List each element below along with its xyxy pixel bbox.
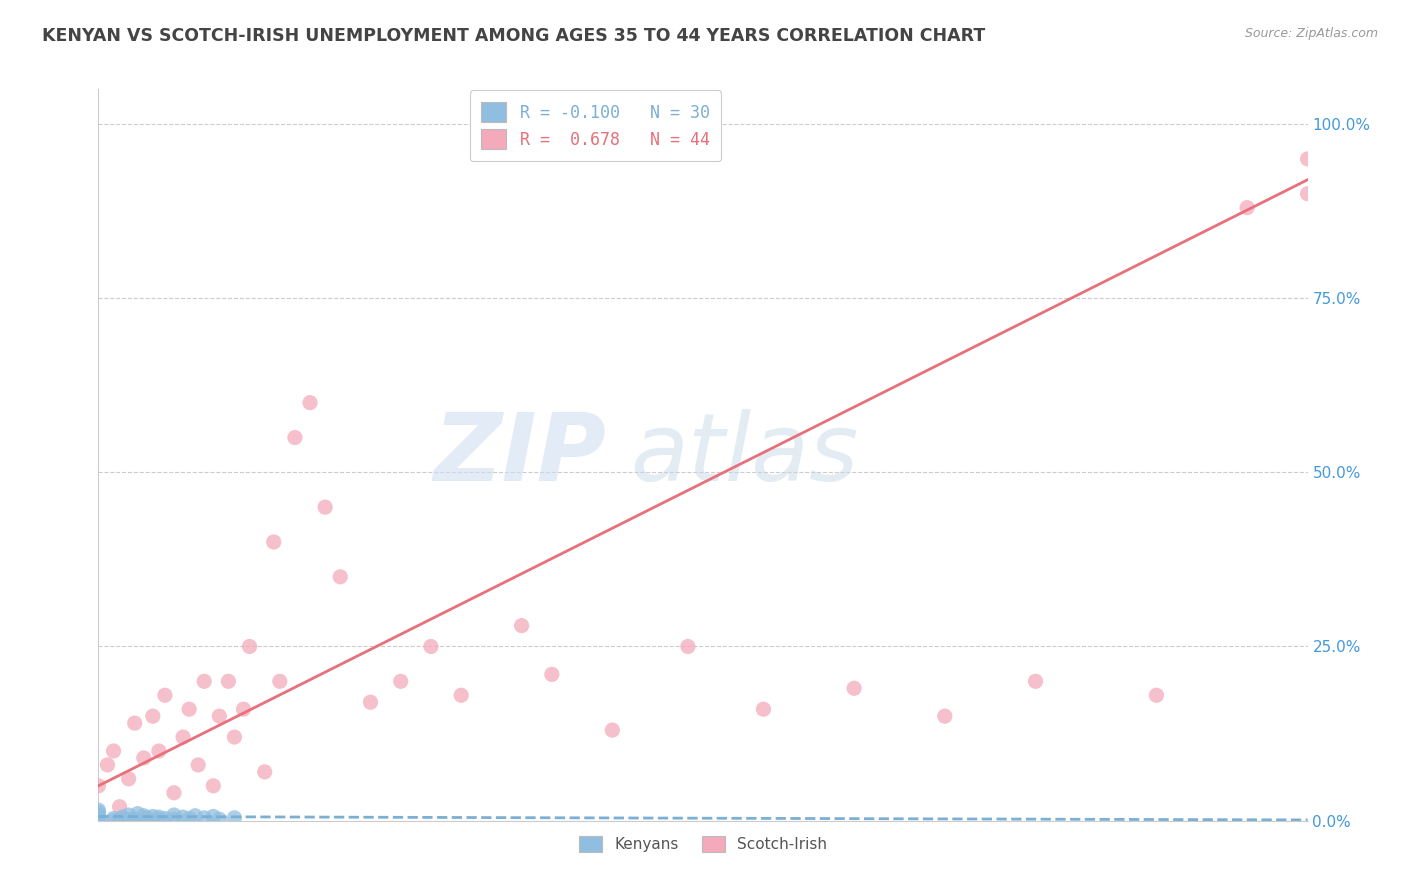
Legend: Kenyans, Scotch-Irish: Kenyans, Scotch-Irish	[567, 824, 839, 864]
Point	[87, 805, 110, 820]
Point	[224, 811, 246, 825]
Point	[163, 808, 186, 822]
Point	[111, 810, 134, 824]
Point	[193, 811, 215, 825]
Point	[202, 779, 225, 793]
Point	[217, 674, 239, 689]
Point	[263, 535, 285, 549]
Point	[172, 810, 194, 824]
Point	[184, 809, 207, 823]
Point	[329, 570, 352, 584]
Point	[118, 772, 141, 786]
Text: ZIP: ZIP	[433, 409, 606, 501]
Point	[187, 758, 209, 772]
Point	[934, 709, 956, 723]
Point	[314, 500, 336, 515]
Point	[148, 813, 170, 827]
Point	[1296, 152, 1319, 166]
Point	[163, 812, 186, 826]
Point	[132, 751, 155, 765]
Point	[132, 809, 155, 823]
Point	[153, 812, 176, 826]
Point	[752, 702, 775, 716]
Point	[132, 812, 155, 826]
Point	[127, 806, 149, 821]
Point	[124, 716, 146, 731]
Point	[87, 810, 110, 824]
Point	[118, 808, 141, 822]
Point	[148, 810, 170, 824]
Point	[172, 730, 194, 744]
Point	[103, 814, 125, 828]
Point	[103, 812, 125, 826]
Text: Source: ZipAtlas.com: Source: ZipAtlas.com	[1244, 27, 1378, 40]
Point	[179, 812, 201, 826]
Point	[1024, 674, 1046, 689]
Point	[540, 667, 562, 681]
Point	[87, 808, 110, 822]
Point	[87, 814, 110, 828]
Point	[1236, 201, 1258, 215]
Point	[87, 803, 110, 817]
Point	[118, 813, 141, 827]
Point	[179, 702, 201, 716]
Point	[299, 395, 322, 409]
Point	[108, 799, 131, 814]
Point	[676, 640, 699, 654]
Point	[135, 811, 157, 825]
Point	[420, 640, 443, 654]
Point	[87, 812, 110, 826]
Point	[1296, 186, 1319, 201]
Point	[163, 786, 186, 800]
Point	[208, 812, 231, 826]
Point	[284, 430, 307, 444]
Point	[96, 758, 118, 772]
Point	[269, 674, 291, 689]
Point	[232, 702, 254, 716]
Point	[239, 640, 262, 654]
Point	[224, 730, 246, 744]
Point	[124, 812, 146, 826]
Point	[510, 618, 533, 632]
Point	[450, 688, 472, 702]
Point	[142, 709, 165, 723]
Point	[389, 674, 412, 689]
Point	[87, 779, 110, 793]
Point	[142, 809, 165, 823]
Point	[602, 723, 624, 737]
Point	[208, 709, 231, 723]
Point	[360, 695, 382, 709]
Point	[103, 744, 125, 758]
Point	[1144, 688, 1167, 702]
Point	[193, 674, 215, 689]
Point	[202, 809, 225, 823]
Text: atlas: atlas	[630, 409, 859, 500]
Point	[108, 812, 131, 826]
Point	[153, 688, 176, 702]
Point	[148, 744, 170, 758]
Point	[253, 764, 276, 779]
Text: KENYAN VS SCOTCH-IRISH UNEMPLOYMENT AMONG AGES 35 TO 44 YEARS CORRELATION CHART: KENYAN VS SCOTCH-IRISH UNEMPLOYMENT AMON…	[42, 27, 986, 45]
Point	[844, 681, 866, 696]
